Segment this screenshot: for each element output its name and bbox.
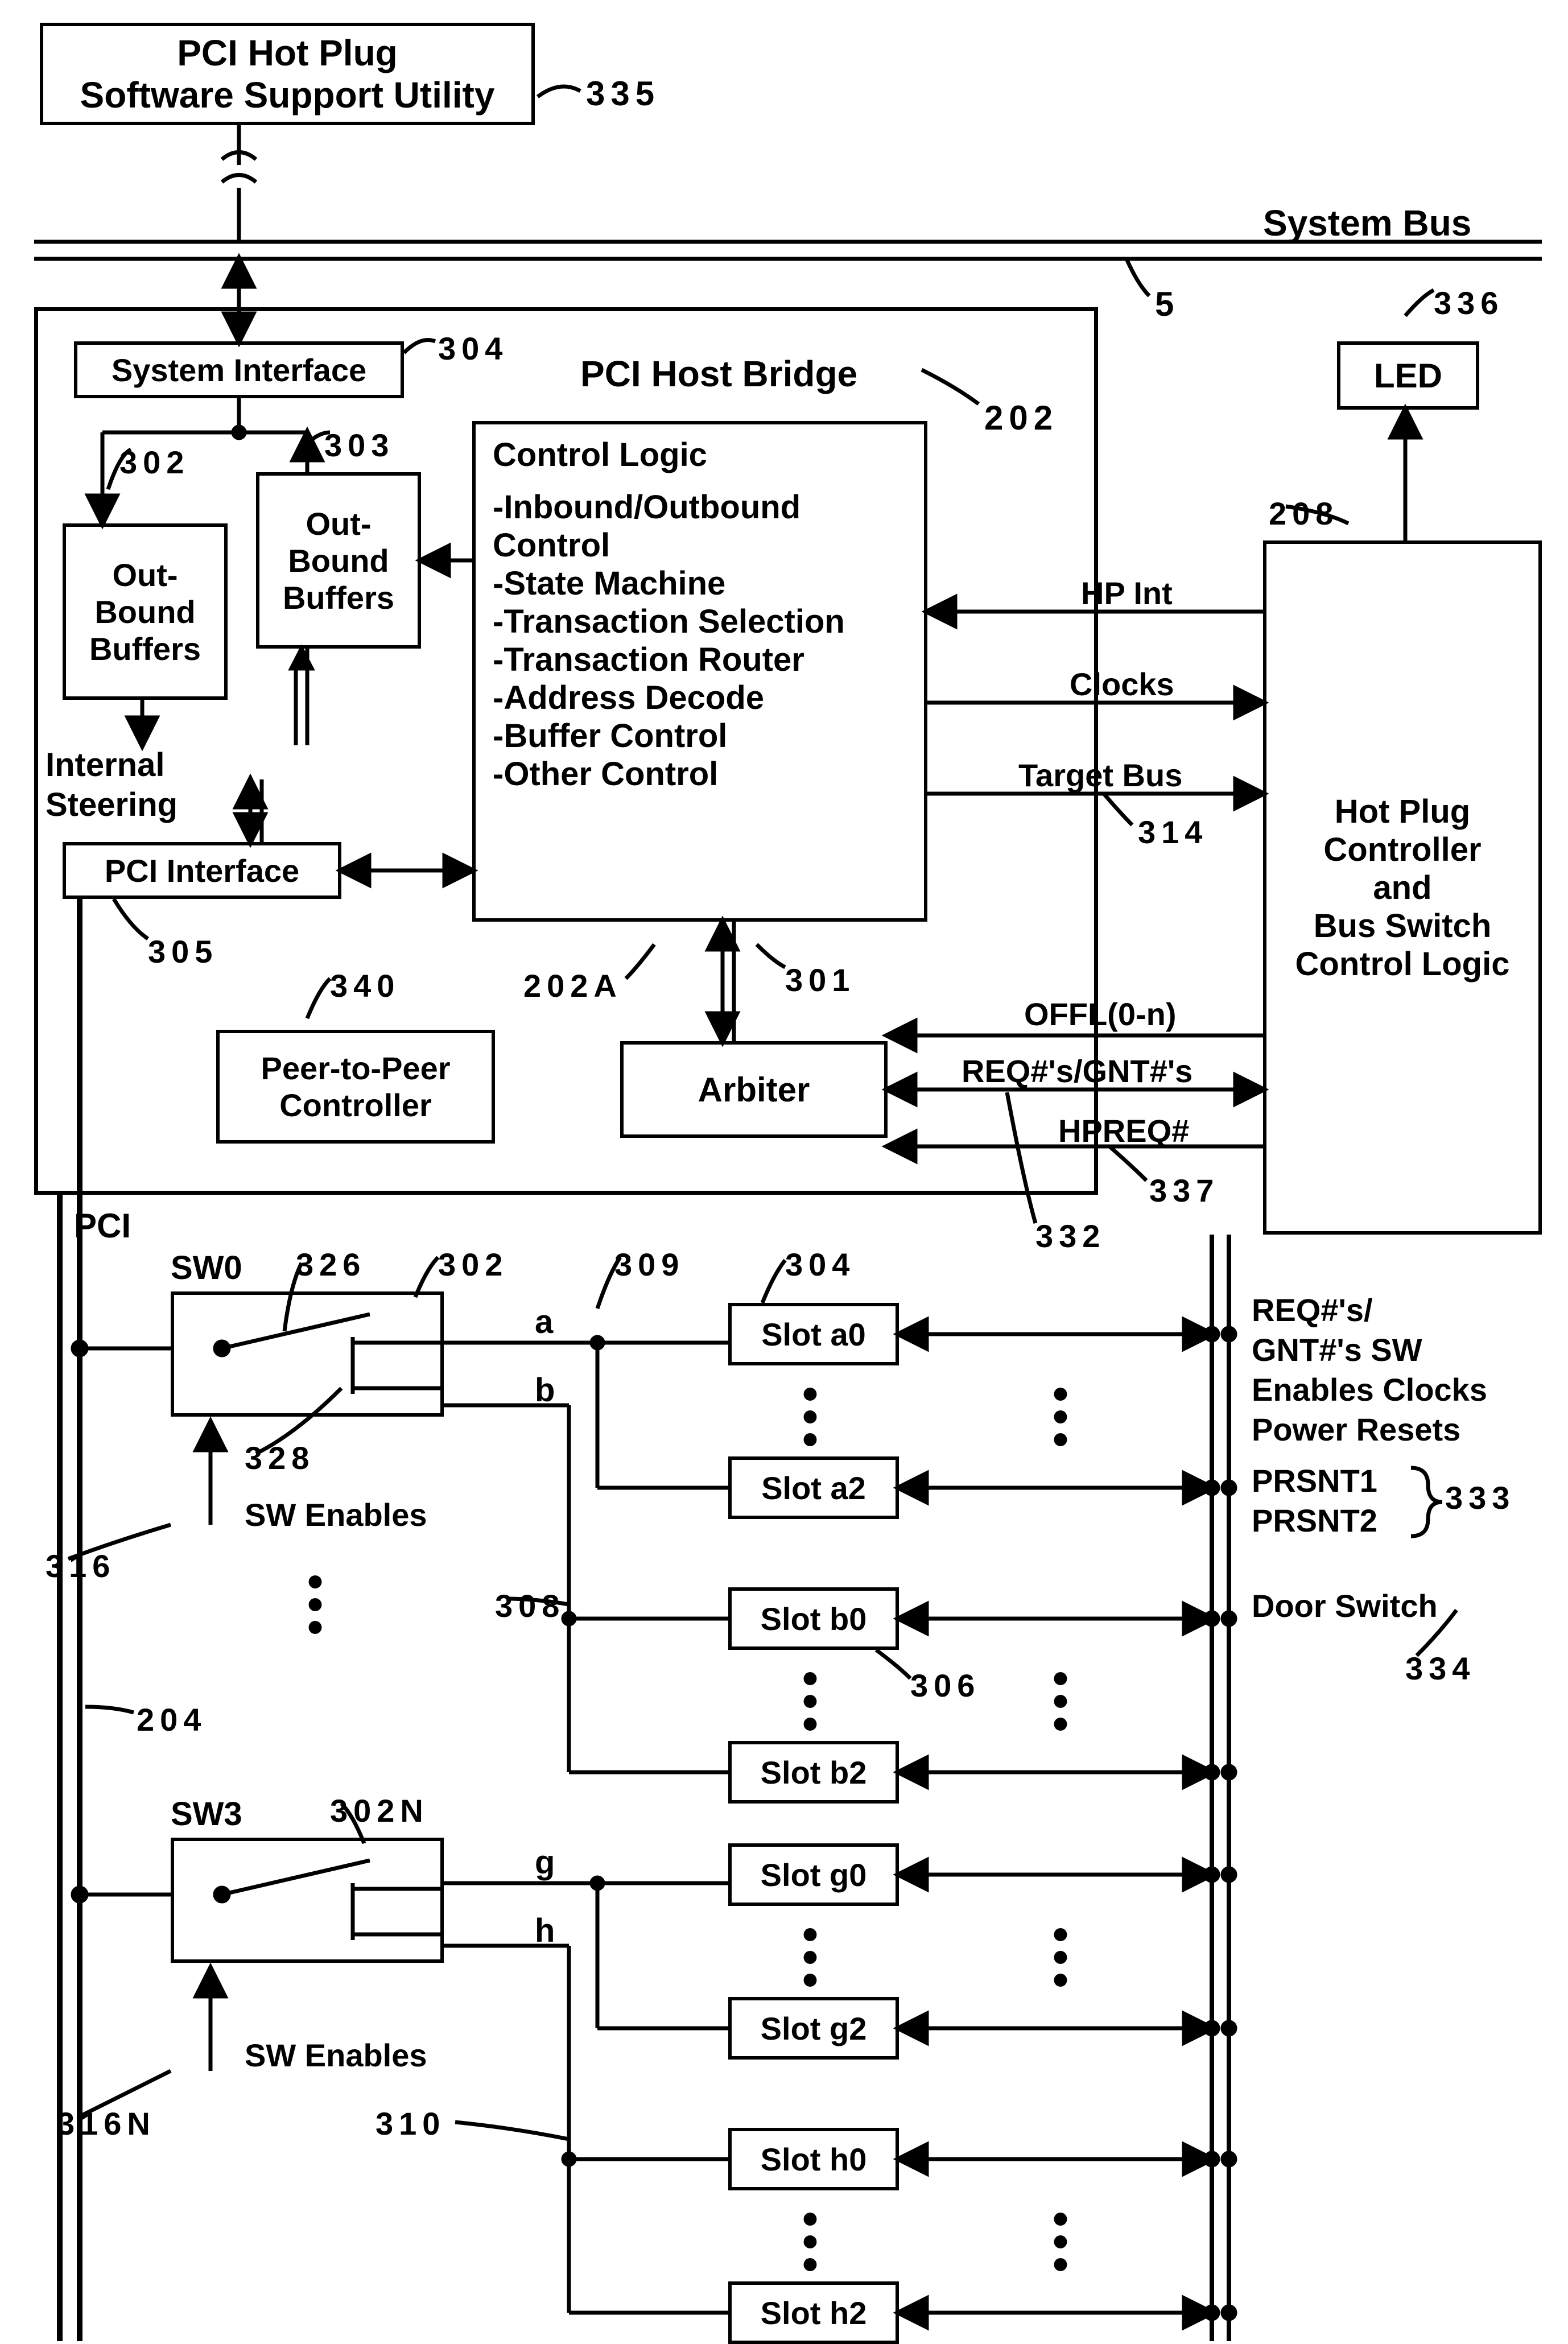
control-logic-box: Control Logic -Inbound/Outbound Control … [472, 421, 927, 922]
ref-333: 333 [1445, 1479, 1515, 1516]
slot-h0: Slot h0 [728, 2128, 899, 2190]
led-box: LED [1337, 341, 1479, 410]
pci-label: PCI [74, 1206, 131, 1245]
ref-326: 326 [296, 1246, 366, 1283]
prsnt2: PRSNT2 [1252, 1502, 1377, 1539]
sig-hpint: HP Int [1081, 575, 1173, 612]
sw-enables-0: SW Enables [245, 1496, 427, 1533]
ref-334: 334 [1405, 1650, 1475, 1687]
ref-306: 306 [910, 1667, 980, 1704]
ref-302n: 302N [330, 1792, 429, 1829]
sw0-text: SW0 [171, 1249, 242, 1287]
ref-308: 308 [495, 1587, 565, 1624]
vdots-b-right: ••• [1053, 1667, 1068, 1735]
right-text-3: Enables Clocks [1252, 1371, 1487, 1408]
sig-targetbus: Target Bus [1018, 757, 1182, 794]
system-bus-label: System Bus [1263, 202, 1471, 244]
ref-301: 301 [785, 961, 855, 998]
slot-b2: Slot b2 [728, 1741, 899, 1804]
system-interface-box: System Interface [74, 341, 404, 398]
sig-hpreq: HPREQ# [1058, 1112, 1189, 1149]
sig-reqgnt: REQ#'s/GNT#'s [962, 1053, 1192, 1090]
ref-336: 336 [1434, 284, 1504, 321]
ref-304: 304 [438, 330, 508, 367]
bus-h: h [535, 1912, 555, 1950]
ref-304-slot: 304 [785, 1246, 855, 1283]
door-switch: Door Switch [1252, 1587, 1438, 1624]
sw-enables-3: SW Enables [245, 2037, 427, 2074]
hotplug-software-line2: Software Support Utility [80, 74, 495, 116]
hotplug-software-line1: PCI Hot Plug [80, 32, 495, 74]
bus-b: b [535, 1371, 555, 1409]
host-bridge-title: PCI Host Bridge [580, 353, 857, 395]
sw3-text: SW3 [171, 1795, 242, 1833]
ref-340: 340 [330, 967, 400, 1004]
slot-g0: Slot g0 [728, 1843, 899, 1906]
sw3-box [171, 1838, 444, 1963]
slot-b0: Slot b0 [728, 1587, 899, 1650]
pci-interface-text: PCI Interface [105, 852, 299, 889]
bus-a: a [535, 1303, 553, 1341]
arbiter-box: Arbiter [620, 1041, 888, 1138]
vdots-h-right: ••• [1053, 2207, 1068, 2276]
vdots-g-mid: ••• [802, 1923, 818, 1991]
ref-302-sw: 302 [438, 1246, 508, 1283]
vdots-sw: ••• [307, 1570, 323, 1639]
slot-g2: Slot g2 [728, 1997, 899, 2060]
outbound-buffers-1: Out- Bound Buffers [63, 523, 228, 700]
ref-309: 309 [614, 1246, 684, 1283]
outbound-buffers-2: Out- Bound Buffers [256, 472, 421, 649]
right-text-1: REQ#'s/ [1252, 1291, 1373, 1328]
vdots-b-mid: ••• [802, 1667, 818, 1735]
ref-5: 5 [1155, 284, 1174, 324]
ref-337: 337 [1149, 1172, 1219, 1209]
arbiter-text: Arbiter [698, 1070, 810, 1109]
pci-interface-box: PCI Interface [63, 842, 341, 899]
ref-316n: 316N [57, 2105, 156, 2142]
vdots-h-mid: ••• [802, 2207, 818, 2276]
control-logic-title: Control Logic [493, 436, 845, 474]
slot-a2: Slot a2 [728, 1456, 899, 1519]
ref-202a: 202A [523, 967, 622, 1004]
vdots-a-right: ••• [1053, 1383, 1068, 1451]
hotplug-software-box: PCI Hot Plug Software Support Utility [40, 23, 535, 125]
slot-h2: Slot h2 [728, 2281, 899, 2344]
sig-offl: OFFL(0-n) [1024, 996, 1176, 1033]
right-text-2: GNT#'s SW [1252, 1331, 1422, 1368]
ref-335: 335 [586, 74, 660, 113]
ref-202: 202 [984, 398, 1058, 438]
ref-316: 316 [46, 1547, 115, 1584]
ref-328: 328 [245, 1439, 315, 1476]
vdots-a-mid: ••• [802, 1383, 818, 1451]
ref-314: 314 [1138, 814, 1208, 851]
ref-332: 332 [1035, 1218, 1105, 1254]
ref-310: 310 [376, 2105, 445, 2142]
prsnt1: PRSNT1 [1252, 1462, 1377, 1499]
internal-steering-label: Internal Steering [46, 745, 178, 824]
hotplug-controller-box: Hot Plug Controller and Bus Switch Contr… [1263, 540, 1542, 1235]
bus-g: g [535, 1843, 555, 1881]
p2p-controller-box: Peer-to-Peer Controller [216, 1030, 495, 1144]
ref-302-ob: 302 [119, 444, 189, 481]
right-text-4: Power Resets [1252, 1411, 1460, 1448]
led-text: LED [1374, 356, 1442, 395]
ref-303: 303 [324, 427, 394, 464]
slot-a0: Slot a0 [728, 1303, 899, 1365]
vdots-g-right: ••• [1053, 1923, 1068, 1991]
ref-305: 305 [148, 933, 218, 970]
sig-clocks: Clocks [1070, 666, 1174, 703]
ref-208: 208 [1269, 495, 1339, 532]
ref-204: 204 [137, 1701, 207, 1738]
system-interface-text: System Interface [112, 352, 366, 389]
sw0-box [171, 1291, 444, 1417]
